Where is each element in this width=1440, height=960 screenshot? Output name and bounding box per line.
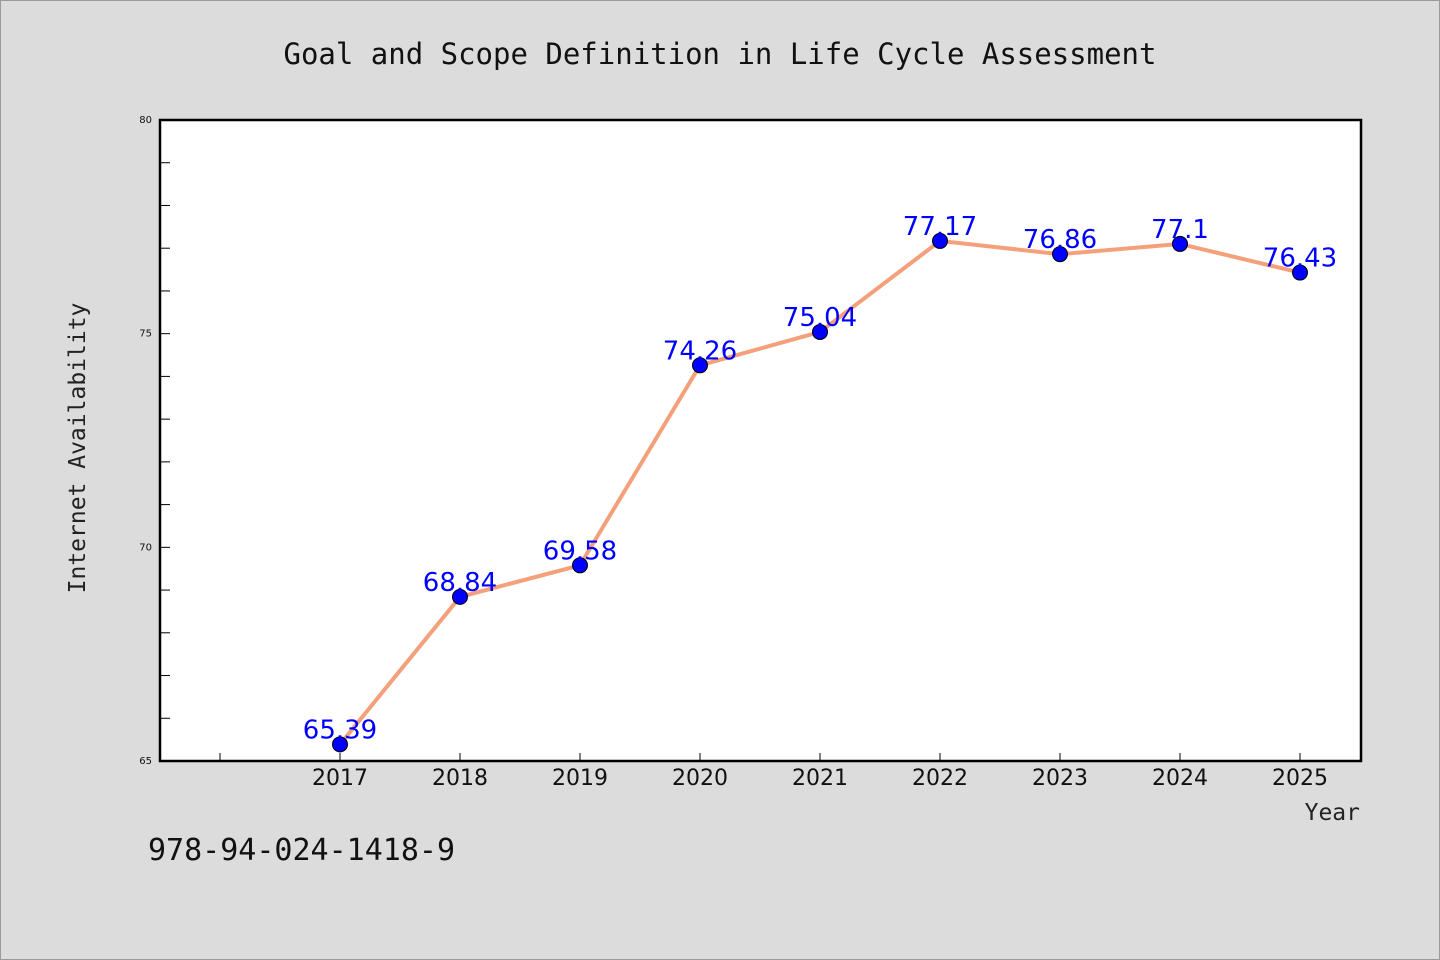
data-label: 76.43 <box>1263 244 1337 274</box>
data-label: 75.04 <box>783 303 857 333</box>
data-label: 76.86 <box>1023 225 1097 255</box>
data-label: 74.26 <box>663 336 737 366</box>
y-axis-label: Internet Availability <box>65 303 91 594</box>
y-axis: 65 70 75 80 <box>139 115 170 767</box>
y-tick-label: 80 <box>139 115 152 126</box>
y-tick-label: 65 <box>139 756 152 767</box>
x-axis-label: Year <box>1305 800 1360 826</box>
data-label: 69.58 <box>543 536 617 566</box>
data-point <box>812 323 828 340</box>
data-label: 77.17 <box>903 212 977 242</box>
x-tick-label: 2018 <box>432 766 488 791</box>
data-point <box>692 357 708 374</box>
data-labels: 65.39 68.84 69.58 74.26 75.04 77.17 76.86 77.1 7… <box>303 212 1337 745</box>
data-label: 68.84 <box>423 568 497 598</box>
data-point <box>1172 235 1188 252</box>
y-tick-label: 75 <box>139 329 152 340</box>
x-axis: 2017 2018 2019 2020 2021 2022 2023 2024 2025 <box>219 753 1328 791</box>
x-tick-label: 2023 <box>1032 766 1088 791</box>
data-point <box>1292 264 1308 281</box>
isbn-text: 978-94-024-1418-9 <box>148 833 456 868</box>
data-point <box>932 232 948 249</box>
data-point <box>332 736 348 753</box>
data-point <box>572 557 588 574</box>
data-label: 77.1 <box>1151 215 1209 245</box>
chart-title: Goal and Scope Definition in Life Cycle … <box>284 37 1157 71</box>
x-tick-label: 2020 <box>672 766 728 791</box>
data-point <box>1052 246 1068 263</box>
y-tick-label: 70 <box>139 542 152 553</box>
x-tick-label: 2025 <box>1272 766 1328 791</box>
plot-area <box>158 118 1363 763</box>
series-line-group <box>332 232 1308 753</box>
data-point <box>452 588 468 605</box>
x-tick-label: 2019 <box>552 766 608 791</box>
x-tick-label: 2022 <box>912 766 968 791</box>
x-tick-label: 2021 <box>792 766 848 791</box>
x-tick-label: 2017 <box>312 766 368 791</box>
x-tick-label: 2024 <box>1152 766 1208 791</box>
data-label: 65.39 <box>303 715 377 745</box>
